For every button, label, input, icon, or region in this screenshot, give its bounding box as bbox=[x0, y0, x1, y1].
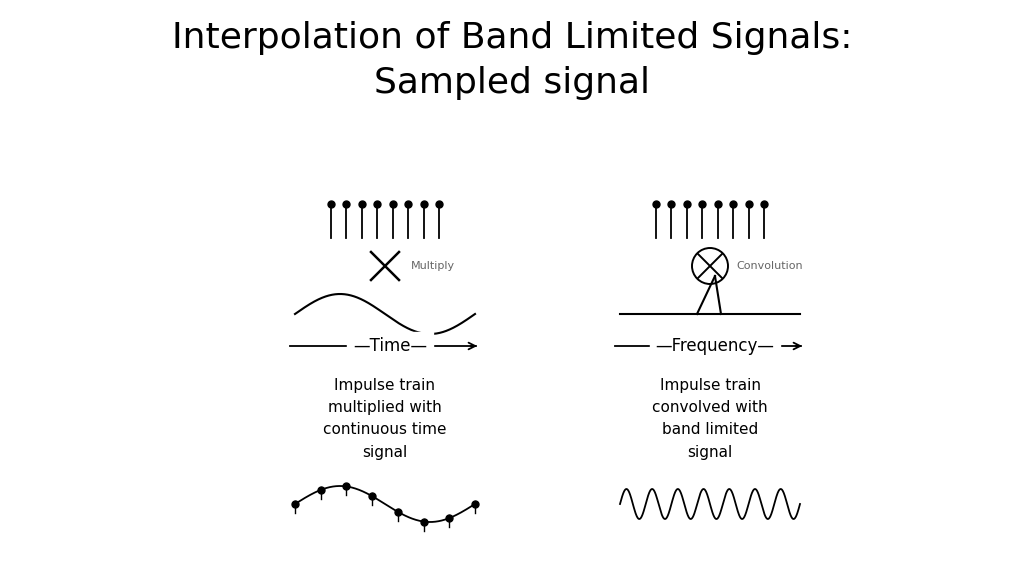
Text: Multiply: Multiply bbox=[411, 261, 455, 271]
Text: Sampled signal: Sampled signal bbox=[374, 66, 650, 100]
Text: Impulse train
multiplied with
continuous time
signal: Impulse train multiplied with continuous… bbox=[324, 378, 446, 460]
Text: Convolution: Convolution bbox=[736, 261, 803, 271]
Text: —Time—: —Time— bbox=[353, 337, 427, 355]
Text: Impulse train
convolved with
band limited
signal: Impulse train convolved with band limite… bbox=[652, 378, 768, 460]
Text: —Frequency—: —Frequency— bbox=[655, 337, 774, 355]
Text: Interpolation of Band Limited Signals:: Interpolation of Band Limited Signals: bbox=[172, 21, 852, 55]
